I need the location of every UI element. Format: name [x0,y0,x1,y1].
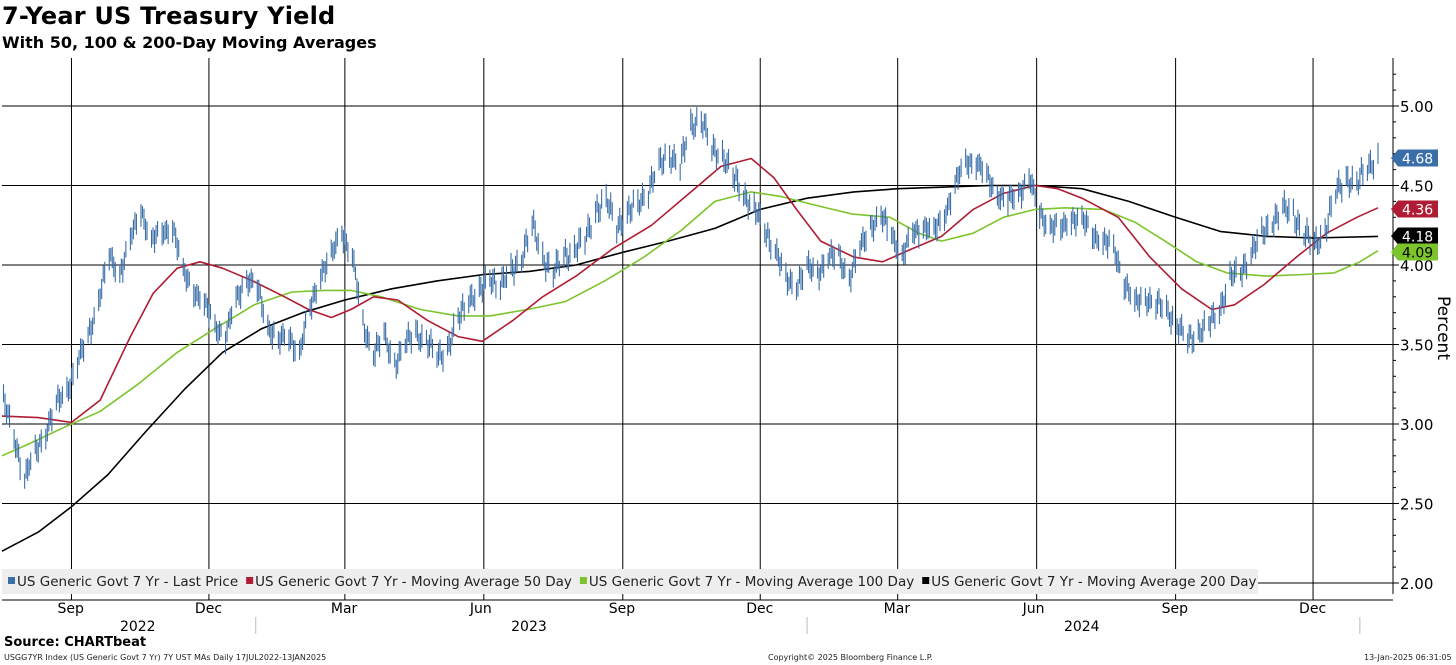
y-tick-label: 4.00 [1400,257,1433,275]
x-tick-label: Dec [195,601,222,617]
legend-entry-ma100: US Generic Govt 7 Yr - Moving Average 10… [589,574,914,590]
ma50-line [1,157,1379,424]
badge-ma200 [1391,227,1438,245]
badge-value-ma200: 4.18 [1402,230,1433,246]
year-label: 2022 [120,619,156,635]
x-tick-label: Jun [469,601,492,617]
x-tick-label: Mar [331,601,358,617]
y-tick-label: 5.00 [1400,98,1433,116]
chart-subtitle: With 50, 100 & 200-Day Moving Averages [2,33,377,52]
x-tick-label: Jun [1022,601,1045,617]
price-bars [2,107,1379,489]
legend-swatch-price [8,577,15,584]
y-tick-label: 3.50 [1400,337,1433,355]
legend-background [2,569,1258,594]
legend: US Generic Govt 7 Yr - Last Price US Gene… [2,569,1258,594]
last-value-badges: 4.68 4.36 4.184.09 [1391,149,1438,262]
y-tick-label: 2.50 [1400,496,1433,514]
x-tick-label: Dec [1299,601,1326,617]
year-label: 2024 [1064,619,1100,635]
y-tick-label: 4.50 [1400,178,1433,196]
timestamp: 13-Jan-2025 06:31:05 [1364,653,1452,662]
ma200-line [1,184,1379,552]
badge-value-ma50: 4.36 [1402,203,1433,219]
y-tick-label: 3.00 [1400,416,1433,434]
badge-ma100 [1391,243,1438,261]
y-axis-label: Percent [1433,296,1453,360]
source-note: Source: CHARTbeat [4,635,147,650]
legend-entry-price: US Generic Govt 7 Yr - Last Price [17,574,238,590]
x-tick-label: Sep [609,601,636,617]
badge-value-ma100: 4.09 [1402,246,1433,262]
grid-layer [2,58,1393,600]
x-tick-label: Dec [746,601,773,617]
badge-ma50 [1391,200,1438,218]
x-tick-label: Sep [57,601,83,617]
y-tick-label: 2.00 [1400,575,1433,593]
legend-swatch-ma100 [579,577,587,584]
badge-value-price: 4.68 [1402,152,1433,168]
year-label: 2023 [511,619,547,635]
legend-entry-ma50: US Generic Govt 7 Yr - Moving Average 50… [255,574,572,590]
ma100-line [1,191,1379,457]
series-layer [1,107,1379,552]
legend-swatch-ma50 [246,577,254,584]
chart-title: 7-Year US Treasury Yield [2,2,336,30]
x-tick-label: Sep [1162,601,1189,617]
copyright: Copyright© 2025 Bloomberg Finance L.P. [768,653,933,662]
legend-swatch-ma200 [922,577,930,584]
ticker-info: USGG7YR Index (US Generic Govt 7 Yr) 7Y … [4,653,327,662]
badge-price [1391,149,1438,167]
legend-entry-ma200: US Generic Govt 7 Yr - Moving Average 20… [931,574,1256,590]
x-tick-label: Mar [884,601,911,617]
axis-layer: 2.00 2.50 3.00 3.50 4.00 4.50 5.00 Sep Dec Mar Jun… [2,58,1453,635]
